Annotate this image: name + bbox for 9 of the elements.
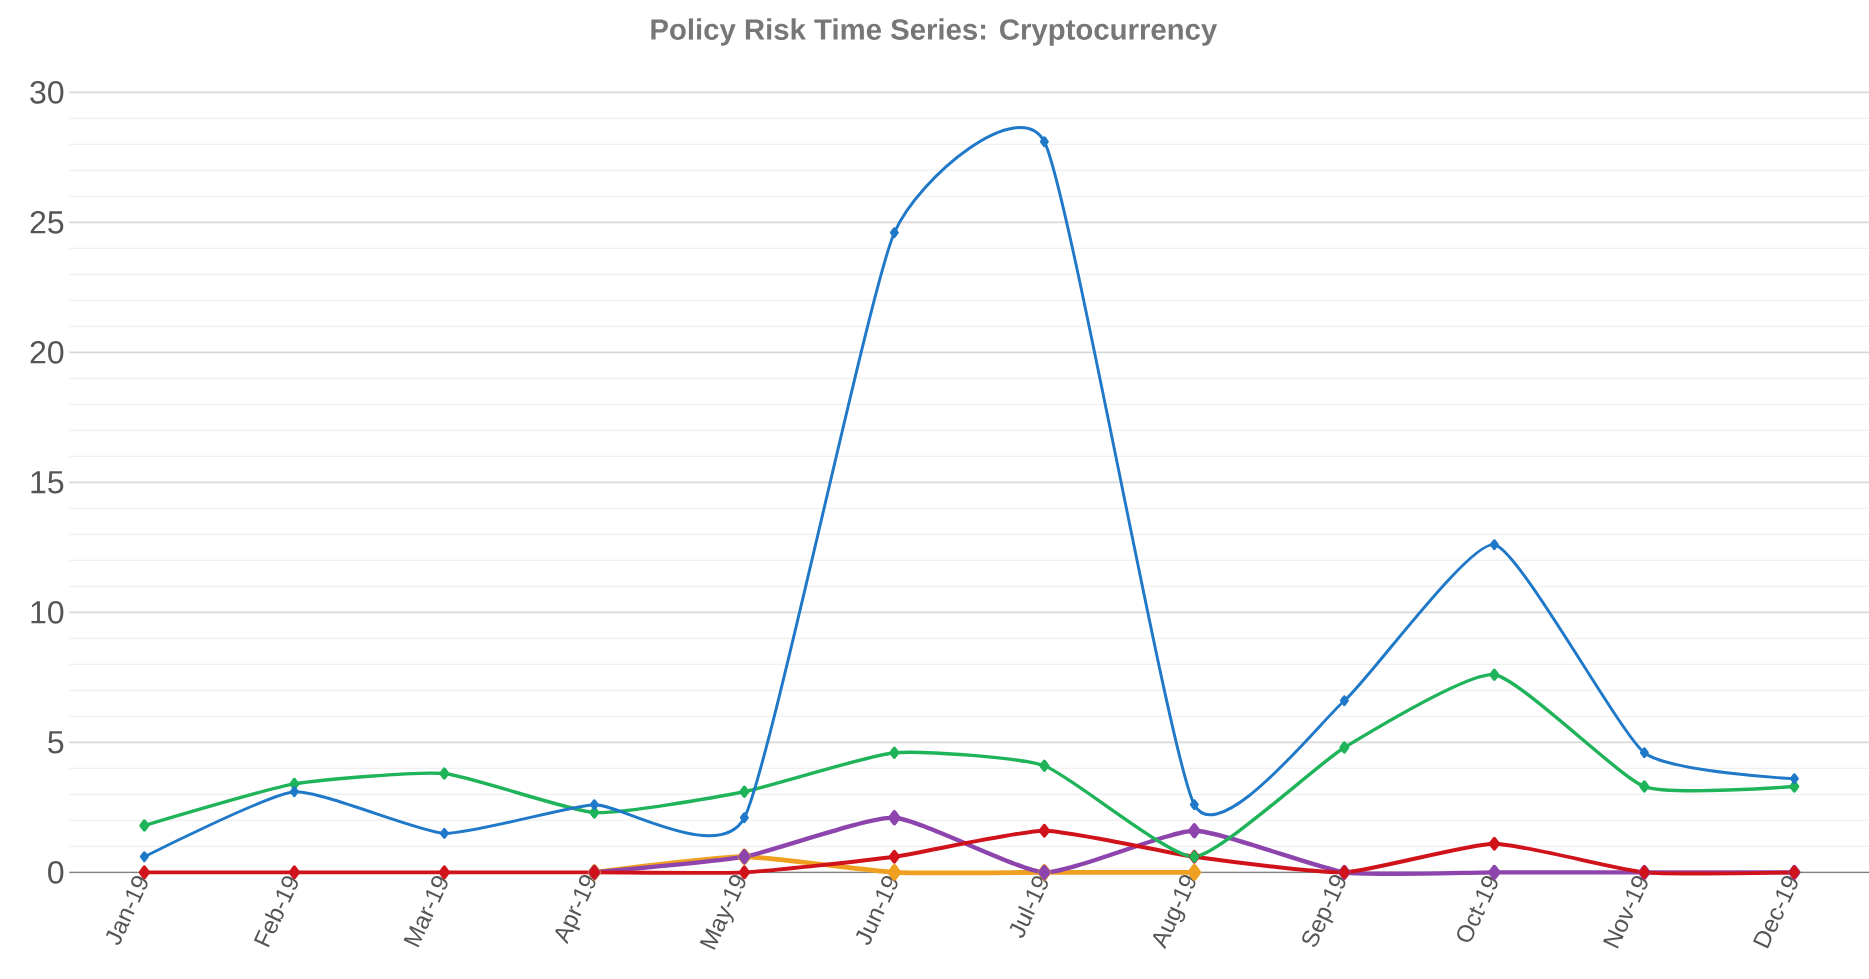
y-tick-label: 5	[48, 731, 64, 754]
y-tick-label: 15	[31, 471, 64, 494]
x-tick-label: Jul-19	[1009, 876, 1048, 938]
y-tick-label: 25	[30, 211, 64, 234]
chart-title: Policy Risk Time Series: Cryptocurrency	[651, 18, 1218, 46]
y-tick-label: 30	[30, 81, 64, 104]
y-tick-label: 10	[31, 601, 64, 624]
y-tick-label: 20	[30, 341, 64, 364]
y-tick-label: 0	[48, 861, 64, 884]
